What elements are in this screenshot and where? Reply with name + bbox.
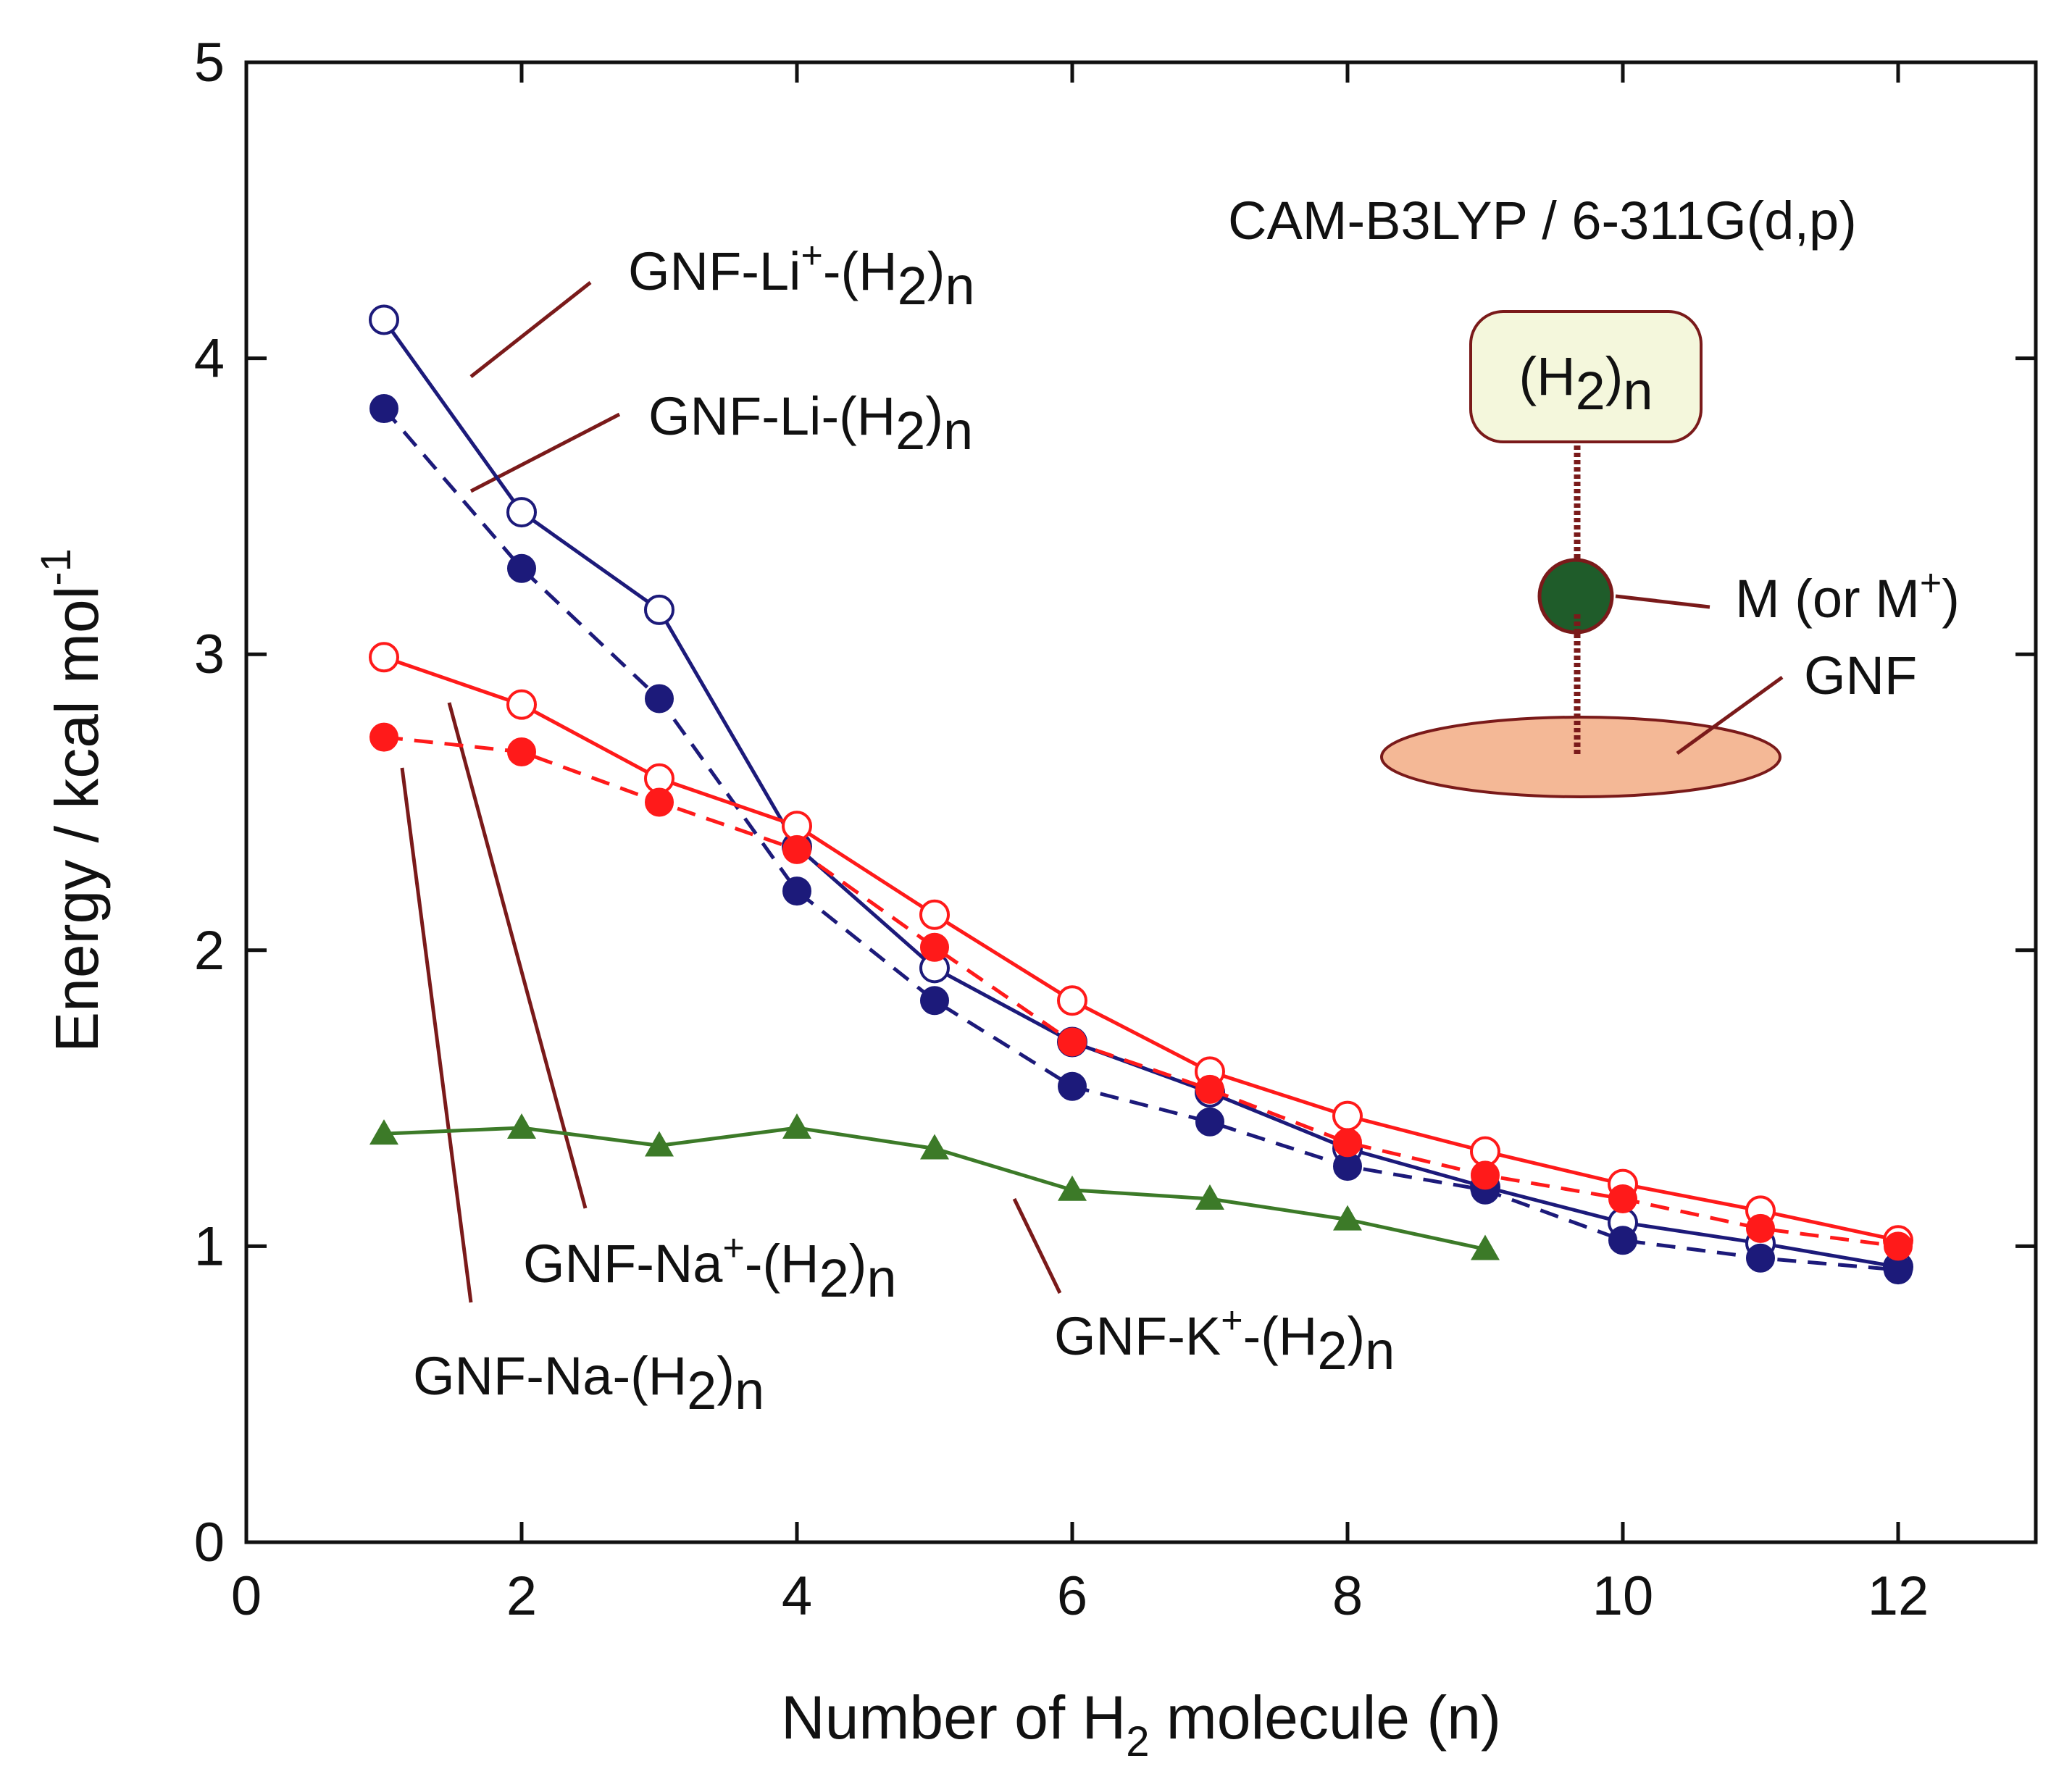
data-point	[1746, 1243, 1775, 1273]
label-na: GNF-Na-(H2)n	[413, 1346, 764, 1421]
x-tick-labels: 0 2 4 6 8 10 12	[231, 1565, 1929, 1627]
label-k-plus: GNF-K+-(H2)n	[1054, 1300, 1395, 1381]
y-tick-label: 4	[194, 328, 225, 390]
data-point	[1333, 1205, 1362, 1231]
gnf-leader	[1676, 675, 1784, 756]
data-point	[782, 876, 811, 906]
data-point	[507, 1113, 536, 1139]
label-li: GNF-Li-(H2)n	[648, 386, 973, 461]
schematic-inset: (H2)n M (or M+) GNF	[1380, 310, 1960, 798]
plot-frame	[244, 60, 2038, 1544]
series-line	[383, 655, 1899, 1242]
data-point	[645, 684, 674, 714]
y-tick-label: 5	[194, 32, 225, 93]
data-point	[920, 1134, 949, 1160]
series-line	[383, 735, 1899, 1248]
leader-li	[469, 412, 621, 493]
data-point	[1058, 1071, 1087, 1101]
x-tick-label: 2	[506, 1565, 537, 1627]
label-na-plus: GNF-Na+-(H2)n	[523, 1227, 897, 1308]
data-point	[507, 737, 536, 767]
leader-k-plus	[1012, 1197, 1062, 1294]
data-point	[1471, 1160, 1500, 1190]
data-point	[506, 497, 537, 528]
data-point	[369, 642, 399, 673]
gnf-label: GNF	[1804, 645, 1917, 706]
data-point	[1058, 1175, 1087, 1201]
data-point	[1058, 1027, 1087, 1057]
data-point	[1332, 1100, 1363, 1131]
y-tick-label: 2	[194, 920, 225, 982]
x-tick-label: 10	[1592, 1565, 1654, 1627]
x-axis-title: Number of H2 molecule (n)	[781, 1683, 1501, 1765]
x-tick-label: 12	[1868, 1565, 1929, 1627]
y-tick-label: 0	[194, 1512, 225, 1573]
data-point	[1471, 1234, 1500, 1260]
x-tick-label: 0	[231, 1565, 262, 1627]
data-point	[369, 394, 398, 424]
series-group	[369, 304, 1913, 1285]
series-3	[369, 722, 1913, 1261]
y-tick-label: 1	[194, 1216, 225, 1277]
leader-na-plus	[447, 702, 588, 1209]
y-tick-label: 3	[194, 624, 225, 685]
x-tick-label: 6	[1057, 1565, 1087, 1627]
axis-ticks	[244, 60, 2036, 1544]
data-point	[1057, 985, 1087, 1016]
data-point	[782, 1113, 811, 1139]
data-point	[920, 986, 949, 1016]
x-tick-label: 8	[1332, 1565, 1363, 1627]
data-point	[1195, 1184, 1224, 1210]
label-li-plus: GNF-Li+-(H2)n	[628, 235, 975, 316]
y-tick-labels: 0 1 2 3 4 5	[194, 32, 225, 1573]
data-point	[507, 553, 536, 583]
series-line	[383, 407, 1899, 1272]
x-tick-label: 4	[782, 1565, 812, 1627]
y-axis-title: Energy / kcal mol-1	[33, 548, 111, 1053]
gnf-disc	[1380, 716, 1781, 798]
data-point	[369, 304, 399, 335]
h2-box	[1469, 310, 1703, 443]
series-0	[369, 304, 1913, 1283]
series-1	[369, 394, 1913, 1285]
data-point	[506, 689, 537, 720]
data-point	[1884, 1231, 1913, 1261]
data-point	[645, 1131, 674, 1157]
metal-leader	[1615, 594, 1710, 609]
h2-box-label: (H2)n	[1519, 346, 1653, 421]
data-point	[1608, 1226, 1637, 1255]
data-point	[1195, 1107, 1224, 1137]
data-point	[1333, 1128, 1362, 1158]
data-point	[782, 834, 811, 864]
metal-label: M (or M+)	[1735, 562, 1960, 629]
leader-na	[400, 767, 473, 1303]
data-point	[1195, 1074, 1224, 1104]
data-point	[920, 932, 949, 962]
data-point	[369, 1119, 398, 1145]
series-4	[369, 1113, 1500, 1260]
leader-li-plus	[469, 281, 592, 378]
method-label: CAM-B3LYP / 6-311G(d,p)	[1228, 191, 1857, 251]
data-point	[919, 899, 950, 930]
data-point	[1746, 1213, 1775, 1243]
data-point	[644, 594, 674, 625]
data-point	[369, 722, 398, 752]
data-point	[1608, 1184, 1637, 1214]
data-point	[645, 787, 674, 817]
